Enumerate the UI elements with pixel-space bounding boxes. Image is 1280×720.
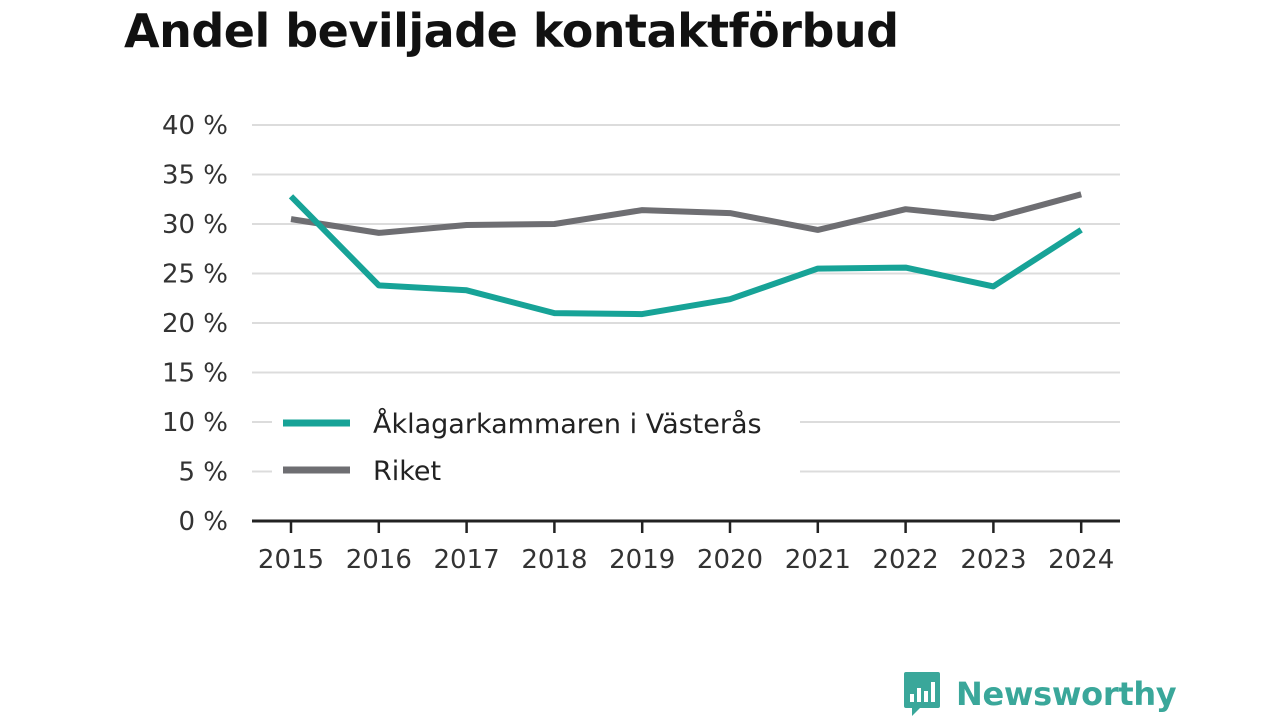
logo-text: Newsworthy: [956, 675, 1177, 713]
x-tick-label: 2015: [258, 545, 324, 575]
newsworthy-logo: Newsworthy: [902, 670, 1177, 718]
chart-title: Andel beviljade kontaktförbud: [124, 4, 899, 58]
y-tick-label: 20 %: [162, 309, 228, 339]
series-line: [288, 194, 1083, 318]
y-axis-ticks: 0 % 5 % 10 % 15 % 20 % 25 % 30 % 35 % 40 %: [162, 111, 228, 537]
series-line: [290, 191, 1082, 236]
x-tick-label: 2023: [960, 545, 1026, 575]
x-axis: 2015 2016 2017 2018 2019 2020 2021 2022 2023 2024: [252, 519, 1120, 575]
x-tick-label: 2021: [785, 545, 851, 575]
legend-background: [272, 396, 800, 496]
series-lines: [288, 191, 1083, 318]
y-tick-label: 5 %: [178, 458, 228, 488]
y-tick-label: 40 %: [162, 111, 228, 141]
legend-box: [272, 396, 800, 496]
x-tick-label: 2022: [873, 545, 939, 575]
x-tick-label: 2019: [609, 545, 675, 575]
legend-label: Riket: [373, 456, 441, 487]
legend: Åklagarkammaren i Västerås Riket: [283, 408, 762, 487]
x-tick-label: 2017: [434, 545, 500, 575]
bar-chart-speech-bubble-icon: [904, 672, 940, 716]
x-tick-label: 2018: [521, 545, 587, 575]
x-tick-label: 2024: [1048, 545, 1114, 575]
y-tick-label: 15 %: [162, 359, 228, 389]
y-tick-label: 35 %: [162, 161, 228, 191]
x-tick-label: 2016: [346, 545, 412, 575]
y-tick-label: 30 %: [162, 210, 228, 240]
y-tick-label: 0 %: [178, 507, 228, 537]
y-tick-label: 10 %: [162, 408, 228, 438]
x-tick-label: 2020: [697, 545, 763, 575]
y-tick-label: 25 %: [162, 260, 228, 290]
legend-label: Åklagarkammaren i Västerås: [373, 408, 762, 440]
